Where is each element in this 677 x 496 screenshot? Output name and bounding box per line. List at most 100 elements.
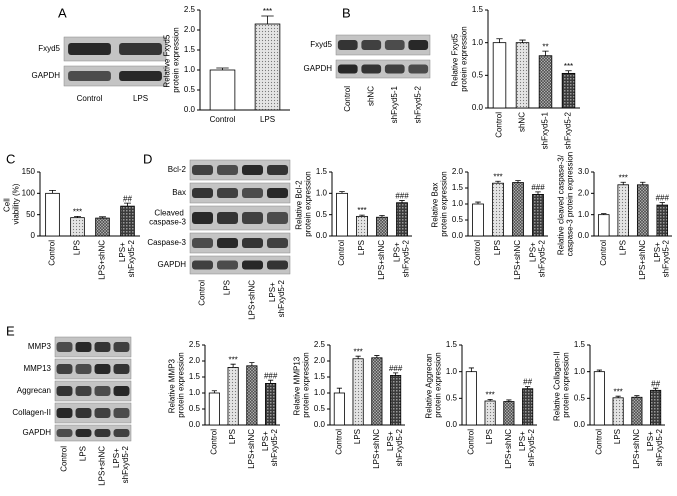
significance-label: *** bbox=[228, 355, 237, 364]
y-axis-label: Relative Fxyd5 protein expression bbox=[163, 27, 181, 92]
bar bbox=[396, 202, 408, 237]
panel-label: E bbox=[6, 323, 15, 338]
blot-row-label: Bax bbox=[172, 188, 186, 197]
y-tick-label: 2.0 bbox=[314, 356, 326, 365]
x-tick-label: LPS bbox=[618, 240, 627, 255]
error-bar bbox=[640, 181, 646, 185]
blot-band bbox=[217, 212, 238, 224]
x-tick-label: shFxyd5-2 bbox=[564, 111, 573, 149]
error-bar bbox=[216, 67, 229, 70]
y-tick-label: 2.0 bbox=[452, 167, 464, 176]
bar bbox=[512, 182, 524, 237]
bar bbox=[465, 371, 477, 426]
error-bar bbox=[515, 180, 521, 183]
blot-band bbox=[242, 260, 263, 270]
blot-row-label: MMP13 bbox=[23, 364, 51, 373]
blot-band bbox=[56, 386, 73, 396]
y-tick-label: 1.5 bbox=[189, 372, 201, 381]
blot-row-label: Bcl-2 bbox=[168, 165, 187, 174]
bar bbox=[492, 42, 507, 109]
y-tick-label: 0.0 bbox=[316, 231, 328, 240]
x-tick-label: LPS+ shFxyd5-2 bbox=[386, 428, 404, 466]
x-tick-label: Control bbox=[337, 240, 346, 266]
panel-label: C bbox=[6, 151, 15, 166]
error-bar bbox=[74, 215, 81, 218]
y-tick-label: 1.5 bbox=[184, 45, 196, 54]
x-tick-label: Control bbox=[599, 240, 608, 266]
bar bbox=[209, 69, 236, 111]
significance-label: ### bbox=[531, 183, 545, 192]
y-axis-label: Relative Bax protein expression bbox=[431, 171, 449, 236]
y-tick-label: 1.5 bbox=[472, 5, 484, 14]
blot-band bbox=[68, 43, 111, 55]
bar bbox=[70, 217, 85, 237]
blot-column-label: Control bbox=[77, 94, 103, 103]
error-bar bbox=[620, 181, 626, 185]
significance-label: *** bbox=[613, 387, 622, 396]
y-tick-label: 0 bbox=[31, 231, 36, 240]
y-tick-label: 0.0 bbox=[446, 420, 458, 429]
blot-row-label: Fxyd5 bbox=[38, 44, 60, 53]
blot-band bbox=[337, 64, 358, 74]
error-bar bbox=[99, 216, 106, 219]
error-bar bbox=[496, 38, 503, 43]
bar bbox=[472, 203, 484, 237]
x-tick-label: Control bbox=[594, 429, 603, 455]
x-tick-label: LPS bbox=[353, 429, 362, 444]
y-axis-label: Relative Collagen-II protein expression bbox=[553, 349, 571, 421]
x-tick-label: Control bbox=[210, 115, 236, 124]
y-tick-label: 1.0 bbox=[472, 38, 484, 47]
y-tick-label: 0.0 bbox=[452, 231, 464, 240]
panel-label: D bbox=[143, 151, 152, 166]
bar bbox=[593, 371, 605, 426]
bar bbox=[561, 72, 576, 109]
error-bar bbox=[211, 390, 217, 393]
y-tick-label: 2.5 bbox=[189, 340, 201, 349]
bar bbox=[227, 366, 239, 426]
blot-band bbox=[267, 212, 288, 224]
blot-band bbox=[56, 408, 73, 418]
y-tick-label: 0.5 bbox=[189, 404, 201, 413]
bar bbox=[617, 184, 630, 237]
x-tick-label: LPS+ shFxyd5-2 bbox=[653, 239, 671, 277]
blot-strip bbox=[54, 358, 132, 380]
bar bbox=[612, 397, 624, 426]
blot-band bbox=[384, 40, 405, 50]
error-bar bbox=[525, 386, 531, 389]
blot-band bbox=[408, 64, 429, 74]
x-tick-label: LPS+ shFxyd5-2 bbox=[261, 428, 279, 466]
y-tick-label: 0.0 bbox=[578, 231, 590, 240]
error-bar bbox=[336, 387, 342, 393]
significance-label: ** bbox=[542, 42, 548, 51]
significance-label: *** bbox=[353, 347, 362, 356]
bar bbox=[120, 205, 135, 237]
error-bar bbox=[535, 191, 541, 195]
bar bbox=[538, 55, 553, 109]
x-tick-label: LPS bbox=[228, 429, 237, 444]
blot-row-label: Caspase-3 bbox=[147, 238, 186, 247]
error-bar bbox=[268, 379, 274, 384]
panel-label: A bbox=[58, 5, 67, 20]
blot-band bbox=[217, 188, 238, 198]
significance-label: ## bbox=[523, 378, 532, 387]
x-tick-label: LPS+shNC bbox=[638, 240, 647, 280]
x-tick-label: Control bbox=[209, 429, 218, 455]
bar bbox=[656, 204, 669, 237]
blot-band bbox=[192, 212, 213, 224]
y-tick-label: 0.5 bbox=[184, 85, 196, 94]
blot-band bbox=[94, 342, 111, 352]
bar bbox=[254, 23, 281, 111]
blot-row-label: Collagen-II bbox=[12, 408, 51, 417]
error-bar bbox=[487, 399, 493, 401]
x-tick-label: LPS+ shFxyd5-2 bbox=[393, 239, 411, 277]
y-axis-label: Relative Aggrecan protein expression bbox=[425, 351, 443, 418]
blot-band bbox=[217, 260, 238, 270]
blot-band bbox=[192, 165, 213, 175]
blot-strip bbox=[54, 336, 132, 358]
bar bbox=[376, 216, 388, 237]
blot-row-label: GAPDH bbox=[32, 71, 61, 80]
blot-strip bbox=[335, 34, 431, 56]
y-axis-label: Relative MMP13 protein expression bbox=[293, 352, 311, 417]
blot-strip bbox=[54, 424, 132, 442]
error-bar bbox=[653, 387, 659, 391]
